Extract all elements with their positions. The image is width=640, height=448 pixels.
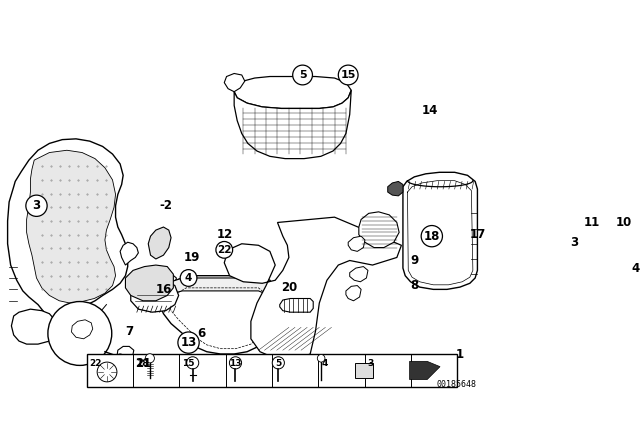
Text: 4: 4 (632, 262, 640, 275)
Polygon shape (359, 212, 399, 248)
Text: 20: 20 (282, 281, 298, 294)
Text: 5: 5 (275, 359, 281, 368)
Polygon shape (125, 265, 173, 301)
Polygon shape (27, 150, 116, 303)
Text: 16: 16 (156, 283, 172, 296)
Text: 22: 22 (90, 359, 102, 368)
Circle shape (339, 65, 358, 85)
Circle shape (216, 241, 232, 258)
Circle shape (48, 302, 112, 366)
Text: 3: 3 (33, 199, 40, 212)
Text: 9: 9 (410, 254, 419, 267)
Circle shape (145, 354, 154, 363)
Polygon shape (388, 181, 403, 196)
Polygon shape (72, 320, 93, 339)
Polygon shape (163, 278, 274, 296)
Text: 19: 19 (184, 251, 200, 264)
Circle shape (116, 354, 124, 362)
Circle shape (625, 258, 640, 279)
Text: 10: 10 (616, 216, 632, 229)
Polygon shape (349, 267, 368, 282)
Polygon shape (410, 362, 440, 379)
Polygon shape (159, 274, 177, 291)
Polygon shape (224, 73, 244, 92)
Text: 12: 12 (217, 228, 233, 241)
Text: 15: 15 (182, 359, 195, 368)
Circle shape (178, 332, 199, 353)
Circle shape (317, 354, 325, 362)
Text: 11: 11 (584, 216, 600, 229)
Text: 21: 21 (135, 358, 152, 370)
Text: 22: 22 (217, 245, 232, 255)
Text: 13: 13 (180, 336, 196, 349)
Polygon shape (224, 217, 401, 359)
Polygon shape (280, 298, 313, 312)
Circle shape (97, 362, 117, 382)
Text: 8: 8 (410, 279, 419, 292)
Polygon shape (131, 280, 179, 312)
Text: 7: 7 (125, 325, 134, 338)
Text: 13: 13 (228, 359, 241, 368)
Text: 4: 4 (185, 273, 192, 283)
Polygon shape (148, 227, 171, 259)
Circle shape (180, 270, 197, 286)
Polygon shape (120, 242, 138, 265)
Polygon shape (403, 172, 477, 289)
Text: 5: 5 (299, 70, 307, 80)
Polygon shape (355, 363, 373, 378)
Text: 18: 18 (136, 359, 148, 368)
Circle shape (229, 357, 241, 369)
Text: 17: 17 (470, 228, 486, 241)
Text: 18: 18 (424, 230, 440, 243)
Polygon shape (234, 77, 351, 108)
Circle shape (292, 65, 312, 85)
Polygon shape (12, 309, 57, 344)
Text: 00185648: 00185648 (437, 380, 477, 389)
Circle shape (421, 225, 442, 247)
Circle shape (272, 357, 284, 369)
Text: 3: 3 (571, 236, 579, 249)
FancyBboxPatch shape (86, 354, 458, 387)
Polygon shape (346, 285, 361, 301)
Text: 6: 6 (198, 327, 206, 340)
Circle shape (564, 232, 586, 253)
Text: 3: 3 (368, 359, 374, 368)
Text: 15: 15 (340, 70, 356, 80)
Circle shape (187, 357, 199, 369)
Text: 4: 4 (321, 359, 328, 368)
Polygon shape (348, 236, 365, 251)
Circle shape (26, 195, 47, 216)
Polygon shape (117, 346, 134, 362)
Text: 14: 14 (422, 104, 438, 117)
Polygon shape (8, 139, 128, 341)
Text: 1: 1 (456, 348, 464, 361)
Text: -2: -2 (159, 199, 173, 212)
Polygon shape (159, 276, 275, 354)
Polygon shape (234, 90, 351, 159)
